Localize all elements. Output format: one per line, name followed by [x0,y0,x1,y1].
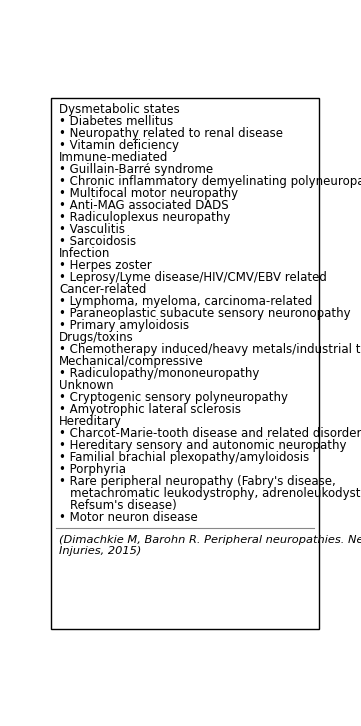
Text: • Leprosy/Lyme disease/HIV/CMV/EBV related: • Leprosy/Lyme disease/HIV/CMV/EBV relat… [59,271,327,284]
Text: • Cryptogenic sensory polyneuropathy: • Cryptogenic sensory polyneuropathy [59,391,288,404]
Text: • Anti-MAG associated DADS: • Anti-MAG associated DADS [59,199,229,212]
Text: • Sarcoidosis: • Sarcoidosis [59,234,136,248]
Text: • Vitamin deficiency: • Vitamin deficiency [59,139,179,152]
Text: Dysmetabolic states: Dysmetabolic states [59,103,180,115]
Text: • Vasculitis: • Vasculitis [59,223,125,236]
Text: • Porphyria: • Porphyria [59,462,126,476]
Text: • Radiculoplexus neuropathy: • Radiculoplexus neuropathy [59,211,230,224]
Text: Injuries, 2015): Injuries, 2015) [59,547,142,556]
Text: Unknown: Unknown [59,379,114,392]
Text: • Herpes zoster: • Herpes zoster [59,258,152,272]
Text: Drugs/toxins: Drugs/toxins [59,331,134,343]
Text: Infection: Infection [59,247,110,260]
Text: Immune-mediated: Immune-mediated [59,151,169,164]
Text: • Guillain-Barré syndrome: • Guillain-Barré syndrome [59,163,213,176]
Text: metachromatic leukodystrophy, adrenoleukodystrophy,: metachromatic leukodystrophy, adrenoleuk… [70,486,361,499]
Text: • Motor neuron disease: • Motor neuron disease [59,511,198,523]
Text: Mechanical/compressive: Mechanical/compressive [59,355,204,368]
Text: • Charcot-Marie-tooth disease and related disorders: • Charcot-Marie-tooth disease and relate… [59,427,361,440]
Text: • Chronic inflammatory demyelinating polyneuropathy: • Chronic inflammatory demyelinating pol… [59,175,361,188]
Text: • Amyotrophic lateral sclerosis: • Amyotrophic lateral sclerosis [59,403,241,416]
Text: • Diabetes mellitus: • Diabetes mellitus [59,115,173,128]
FancyBboxPatch shape [51,98,319,629]
Text: Cancer-related: Cancer-related [59,282,147,295]
Text: • Hereditary sensory and autonomic neuropathy: • Hereditary sensory and autonomic neuro… [59,439,347,452]
Text: • Paraneoplastic subacute sensory neuronopathy: • Paraneoplastic subacute sensory neuron… [59,307,351,319]
Text: • Neuropathy related to renal disease: • Neuropathy related to renal disease [59,127,283,140]
Text: • Chemotherapy induced/heavy metals/industrial toxins: • Chemotherapy induced/heavy metals/indu… [59,343,361,356]
Text: • Primary amyloidosis: • Primary amyloidosis [59,319,189,332]
Text: • Lymphoma, myeloma, carcinoma-related: • Lymphoma, myeloma, carcinoma-related [59,295,313,308]
Text: • Multifocal motor neuropathy: • Multifocal motor neuropathy [59,187,238,200]
Text: • Rare peripheral neuropathy (Fabry's disease,: • Rare peripheral neuropathy (Fabry's di… [59,475,336,488]
Text: Hereditary: Hereditary [59,415,122,428]
Text: • Familial brachial plexopathy/amyloidosis: • Familial brachial plexopathy/amyloidos… [59,451,309,464]
Text: (Dimachkie M, Barohn R. Peripheral neuropathies. Nerve and Nerve: (Dimachkie M, Barohn R. Peripheral neuro… [59,535,361,544]
Text: • Radiculopathy/mononeuropathy: • Radiculopathy/mononeuropathy [59,367,260,380]
Text: Refsum's disease): Refsum's disease) [70,499,177,512]
